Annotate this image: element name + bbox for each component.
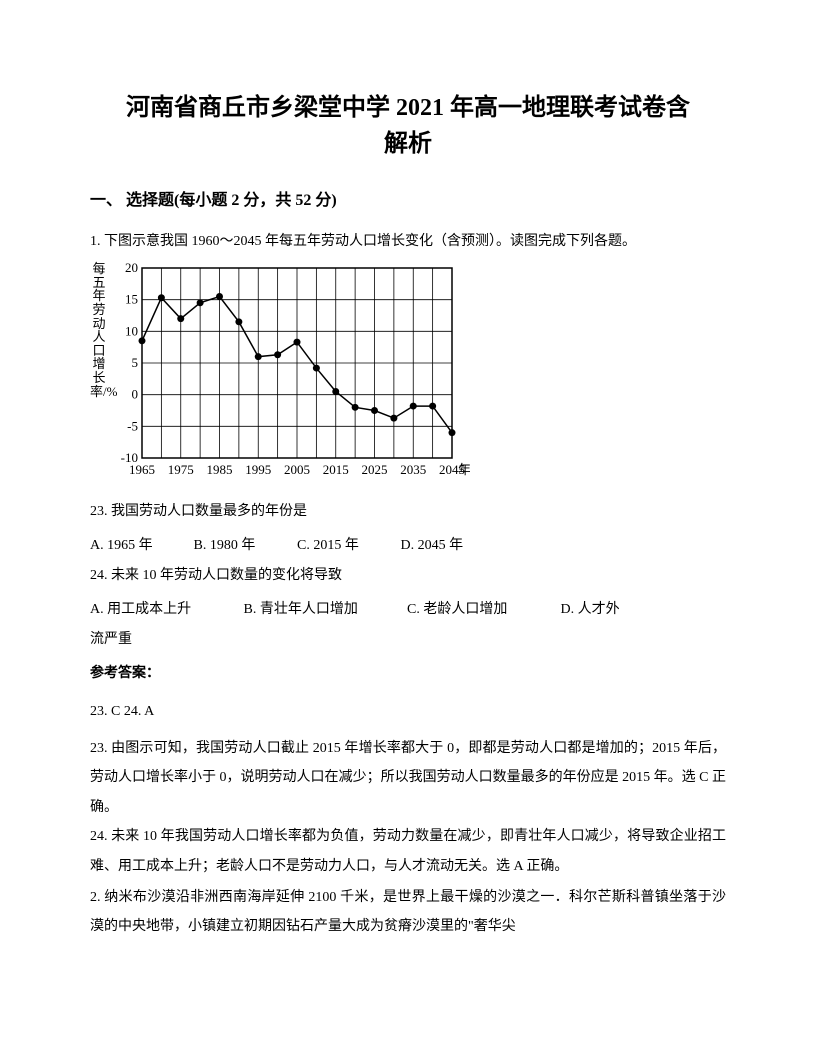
svg-text:2005: 2005	[284, 462, 310, 477]
q23-text: 23. 我国劳动人口数量最多的年份是	[90, 498, 726, 526]
q24-options: A. 用工成本上升 B. 青壮年人口增加 C. 老龄人口增加 D. 人才外	[90, 596, 726, 624]
q23-opt-d: D. 2045 年	[401, 532, 501, 560]
svg-text:10: 10	[125, 323, 138, 338]
title-line1: 河南省商丘市乡梁堂中学 2021 年高一地理联考试卷含	[126, 95, 690, 121]
svg-text:20: 20	[125, 262, 138, 275]
svg-text:2025: 2025	[362, 462, 388, 477]
section-header: 一、 选择题(每小题 2 分，共 52 分)	[90, 186, 726, 210]
q2-intro: 2. 纳米布沙漠沿非洲西南海岸延伸 2100 千米，是世界上最干燥的沙漠之一．科…	[90, 883, 726, 942]
chart-svg: -10-505101520196519751985199520052015202…	[110, 262, 470, 487]
chart-ylabel: 每五年劳动人口增长率/%	[90, 262, 108, 398]
svg-text:1965: 1965	[129, 462, 155, 477]
svg-text:15: 15	[125, 292, 138, 307]
svg-text:年: 年	[458, 462, 470, 477]
q23-options: A. 1965 年 B. 1980 年 C. 2015 年 D. 2045 年	[90, 532, 726, 560]
q24-opt-b: B. 青壮年人口增加	[244, 596, 404, 624]
page-title: 河南省商丘市乡梁堂中学 2021 年高一地理联考试卷含 解析	[90, 90, 726, 162]
explanation-24: 24. 未来 10 年我国劳动人口增长率都为负值，劳动力数量在减少，即青壮年人口…	[90, 822, 726, 881]
q23-opt-b: B. 1980 年	[194, 532, 294, 560]
answer-label: 参考答案：	[90, 660, 726, 688]
svg-text:2035: 2035	[400, 462, 426, 477]
q24-opt-a: A. 用工成本上升	[90, 596, 240, 624]
q24-text: 24. 未来 10 年劳动人口数量的变化将导致	[90, 562, 726, 590]
svg-text:1975: 1975	[168, 462, 194, 477]
svg-text:5: 5	[132, 355, 139, 370]
q1-intro: 1. 下图示意我国 1960～2045 年每五年劳动人口增长变化（含预测）。读图…	[90, 228, 726, 256]
svg-text:2015: 2015	[323, 462, 349, 477]
q24-opt-cont: 流严重	[90, 626, 726, 654]
labor-chart: 每五年劳动人口增长率/% -10-50510152019651975198519…	[90, 262, 726, 492]
title-line2: 解析	[384, 131, 432, 157]
q24-opt-d: D. 人才外	[561, 596, 641, 624]
explanation-23: 23. 由图示可知，我国劳动人口截止 2015 年增长率都大于 0，即都是劳动人…	[90, 734, 726, 822]
svg-text:1995: 1995	[245, 462, 271, 477]
q23-opt-c: C. 2015 年	[297, 532, 397, 560]
q23-opt-a: A. 1965 年	[90, 532, 190, 560]
answer-line: 23. C 24. A	[90, 698, 726, 726]
svg-text:-5: -5	[127, 418, 138, 433]
svg-text:1985: 1985	[207, 462, 233, 477]
svg-text:0: 0	[132, 387, 139, 402]
q24-opt-c: C. 老龄人口增加	[407, 596, 557, 624]
